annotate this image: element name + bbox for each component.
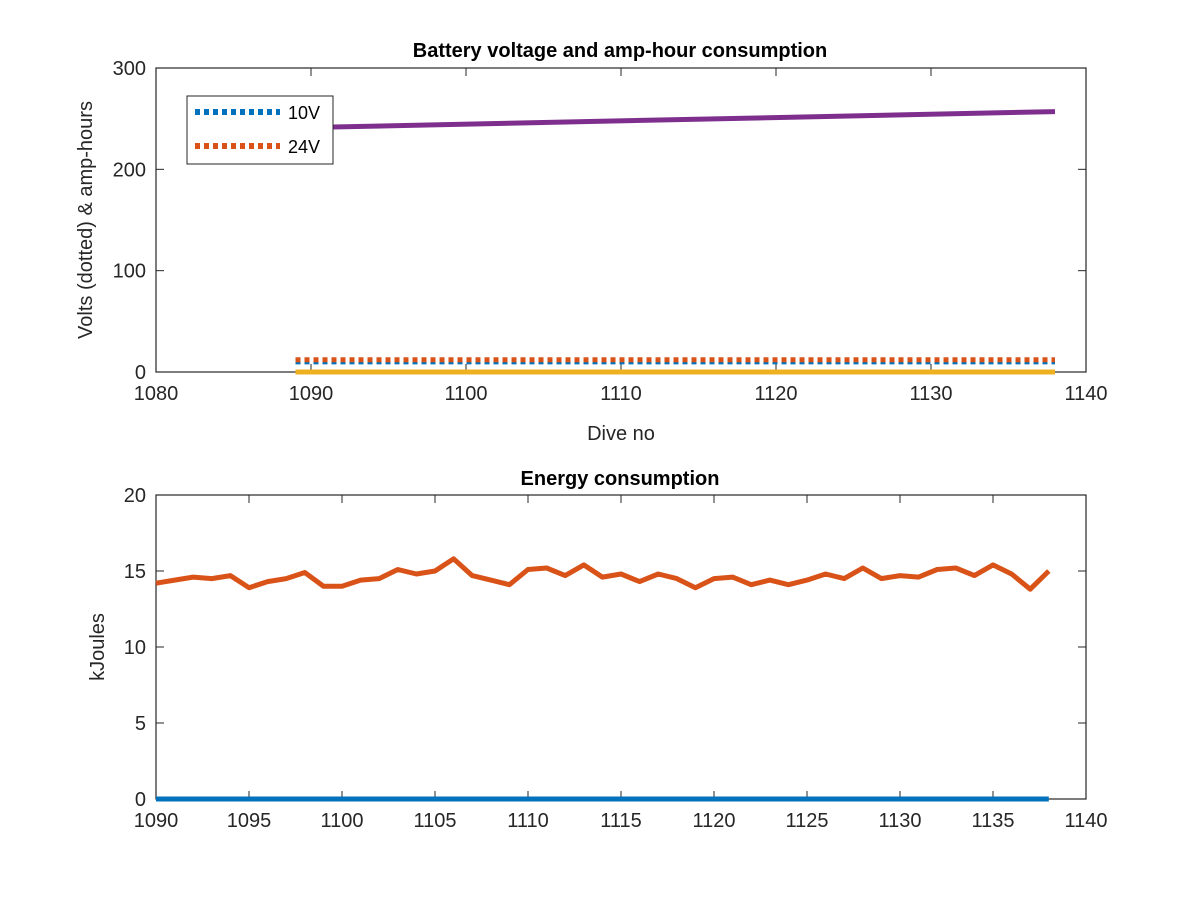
- chart-title: Energy consumption: [521, 468, 720, 490]
- y-axis-ticks: 0 5 10 15 20: [124, 485, 1086, 811]
- x-axis-label: Dive no: [587, 423, 655, 445]
- series-line-1: [155, 556, 1051, 592]
- voltage-amphour-chart: Battery voltage and amp-hour consumption…: [75, 40, 1108, 445]
- y-tick-label: 0: [135, 362, 146, 384]
- y-tick-label: 100: [113, 261, 146, 283]
- x-tick-label: 1130: [878, 810, 921, 832]
- y-axis-label: kJoules: [87, 613, 109, 681]
- series-line-3: [295, 109, 1056, 131]
- x-tick-label: 1100: [444, 383, 487, 405]
- x-tick-label: 1090: [289, 383, 334, 405]
- y-axis-label: Volts (dotted) & amp-hours: [75, 101, 97, 339]
- x-tick-label: 1115: [600, 810, 642, 832]
- x-tick-label: 1130: [909, 383, 952, 405]
- x-tick-label: 1100: [320, 810, 363, 832]
- x-tick-label: 1110: [507, 810, 549, 832]
- y-tick-label: 10: [124, 637, 146, 659]
- y-tick-label: 5: [135, 713, 146, 735]
- chart-title: Battery voltage and amp-hour consumption: [413, 40, 827, 62]
- y-axis-ticks: 0 100 200 300: [113, 58, 1086, 384]
- y-tick-label: 300: [113, 58, 146, 80]
- y-tick-label: 20: [124, 485, 146, 507]
- x-axis-ticks: 1090 1095 1100 1105 1110 1115 1120 1125 1130 1135…: [134, 495, 1108, 832]
- x-tick-label: 1140: [1064, 810, 1107, 832]
- legend-label-10v: 10V: [288, 103, 320, 123]
- x-tick-label: 1105: [413, 810, 456, 832]
- legend: 10V 24V: [186, 95, 334, 165]
- y-tick-label: 0: [135, 789, 146, 811]
- x-tick-label: 1120: [754, 383, 797, 405]
- x-tick-label: 1120: [692, 810, 735, 832]
- plot-area: [155, 494, 1087, 800]
- x-tick-label: 1135: [971, 810, 1014, 832]
- energy-chart: Energy consumption 1090 1095 1100 1105 1110 1…: [87, 468, 1108, 832]
- legend-box: [186, 95, 334, 165]
- x-tick-label: 1110: [600, 383, 642, 405]
- x-tick-label: 1140: [1064, 383, 1107, 405]
- x-tick-label: 1125: [785, 810, 828, 832]
- series-lines: [155, 556, 1051, 802]
- series-lines: [295, 109, 1056, 375]
- x-tick-label: 1095: [227, 810, 272, 832]
- legend-label-24v: 24V: [288, 137, 320, 157]
- x-tick-label: 1080: [134, 383, 179, 405]
- y-tick-label: 200: [113, 159, 146, 181]
- y-tick-label: 15: [124, 561, 146, 583]
- x-tick-label: 1090: [134, 810, 179, 832]
